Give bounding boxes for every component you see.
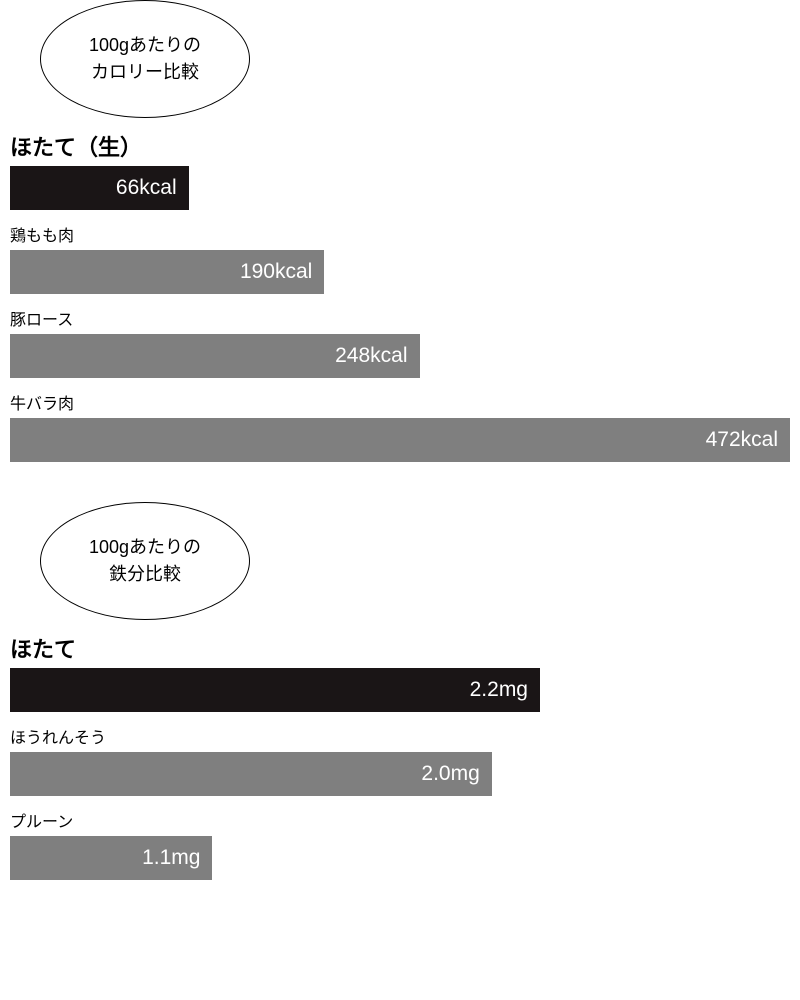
bar-label: 鶏もも肉: [10, 222, 790, 246]
bar: 472kcal: [10, 418, 790, 462]
bar: 2.2mg: [10, 668, 540, 712]
bar: 66kcal: [10, 166, 189, 210]
chart-title-line1: 100gあたりの: [89, 534, 201, 561]
bar-group: ほたて 2.2mg: [10, 632, 540, 712]
chart-title-ellipse: 100gあたりの鉄分比較: [40, 502, 250, 620]
bars-area: ほたて（生） 66kcal 鶏もも肉 190kcal 豚ロース 248kcal 牛バラ肉 47…: [10, 130, 790, 462]
bar-value: 2.0mg: [421, 762, 479, 786]
bar-label: プルーン: [10, 808, 540, 832]
bar-group: 豚ロース 248kcal: [10, 306, 790, 378]
bar-group: プルーン 1.1mg: [10, 808, 540, 880]
bar-value: 2.2mg: [470, 678, 528, 702]
bar-label: 豚ロース: [10, 306, 790, 330]
bar-group: ほうれんそう 2.0mg: [10, 724, 540, 796]
bar-value: 472kcal: [706, 428, 778, 452]
bar-label: ほたて: [10, 632, 540, 664]
bar-group: ほたて（生） 66kcal: [10, 130, 790, 210]
bar-value: 248kcal: [335, 344, 407, 368]
charts-root: 100gあたりのカロリー比較ほたて（生） 66kcal 鶏もも肉 190kcal 豚ロー…: [0, 0, 800, 880]
chart-title-ellipse: 100gあたりのカロリー比較: [40, 0, 250, 118]
bar-label: ほうれんそう: [10, 724, 540, 748]
bar-label: ほたて（生）: [10, 130, 790, 162]
bar-value: 1.1mg: [142, 846, 200, 870]
chart-section-0: 100gあたりのカロリー比較ほたて（生） 66kcal 鶏もも肉 190kcal 豚ロー…: [10, 0, 800, 462]
bar: 1.1mg: [10, 836, 212, 880]
bar-value: 190kcal: [240, 260, 312, 284]
bar-value: 66kcal: [116, 176, 177, 200]
bar-label: 牛バラ肉: [10, 390, 790, 414]
chart-title-line1: 100gあたりの: [89, 32, 201, 59]
chart-section-1: 100gあたりの鉄分比較ほたて 2.2mg ほうれんそう 2.0mg プルーン 1.1mg: [10, 502, 800, 880]
bar: 2.0mg: [10, 752, 492, 796]
bars-area: ほたて 2.2mg ほうれんそう 2.0mg プルーン 1.1mg: [10, 632, 540, 880]
chart-title-line2: カロリー比較: [91, 59, 199, 86]
bar-group: 鶏もも肉 190kcal: [10, 222, 790, 294]
bar: 190kcal: [10, 250, 324, 294]
bar: 248kcal: [10, 334, 420, 378]
bar-group: 牛バラ肉 472kcal: [10, 390, 790, 462]
chart-title-line2: 鉄分比較: [109, 561, 181, 588]
